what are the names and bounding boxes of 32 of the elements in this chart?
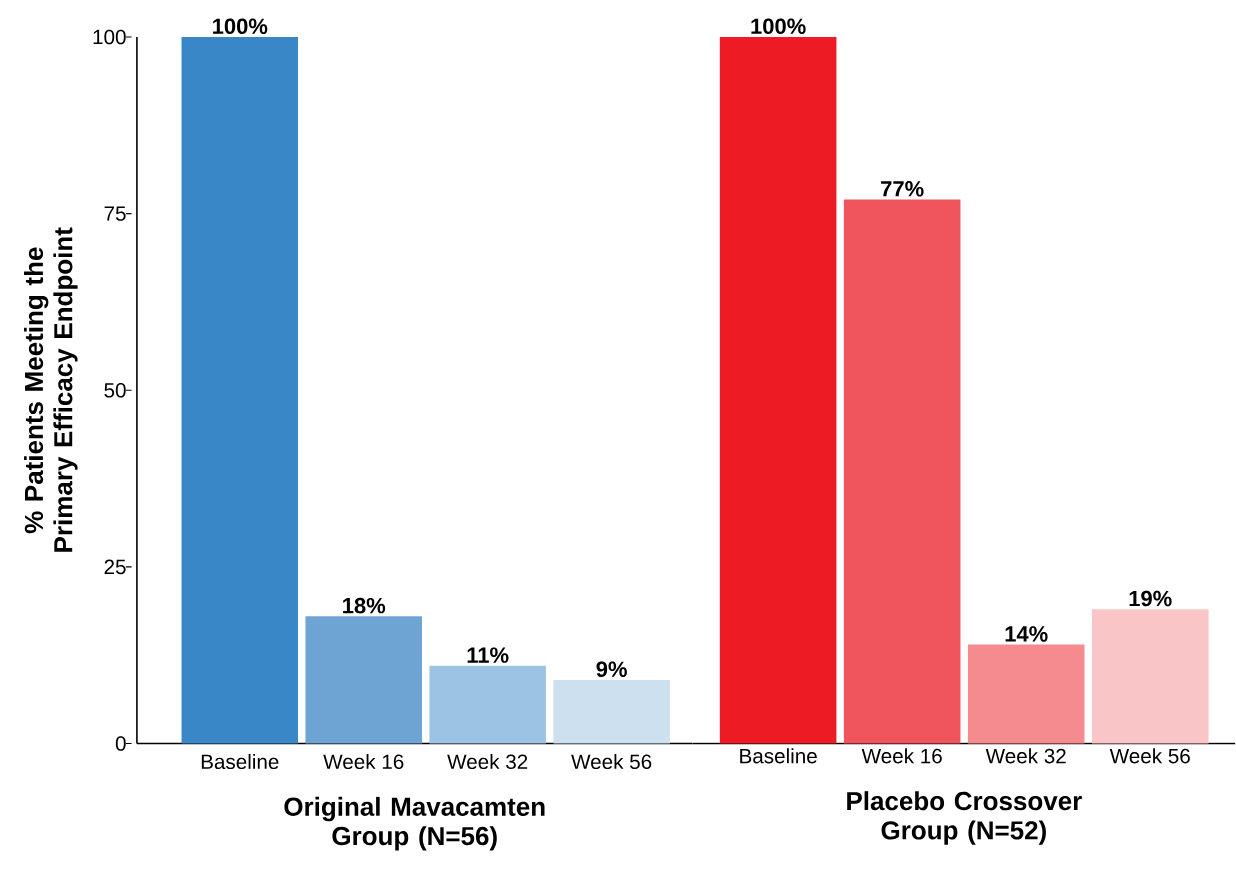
x-tick-label: Week 32	[985, 748, 1066, 764]
data-label: 19%	[1129, 590, 1172, 607]
bar	[719, 36, 837, 744]
data-label: 9%	[596, 661, 627, 677]
x-tick-label: Week 32	[447, 753, 528, 769]
bar	[1091, 609, 1209, 744]
y-tick-label: 50	[104, 382, 126, 398]
data-label: 77%	[881, 180, 924, 197]
y-tick-label: 100	[93, 29, 126, 45]
x-tick-label: Week 16	[323, 753, 404, 769]
data-label: 11%	[467, 647, 509, 663]
bar	[181, 36, 299, 744]
x-tick-label: Week 16	[861, 748, 942, 764]
bar	[553, 679, 670, 744]
data-label: 100%	[751, 18, 806, 34]
x-axis-title: Original Mavacamten Group (N=56)	[284, 796, 545, 851]
x-tick-label: Week 56	[1109, 748, 1190, 764]
y-tick-label: 75	[104, 206, 126, 221]
data-label: 100%	[213, 18, 268, 34]
bar	[967, 644, 1085, 744]
y-tick-label: 0	[115, 735, 126, 751]
y-axis-title: % Patients Meeting the Primary Efficacy Endpoint	[24, 227, 78, 552]
data-label: 18%	[343, 597, 386, 614]
y-tick-label: 25	[104, 559, 126, 574]
x-tick-label: Baseline	[740, 748, 817, 764]
bar	[843, 199, 961, 744]
data-label: 14%	[1005, 625, 1048, 642]
bar	[305, 616, 422, 744]
x-tick-label: Baseline	[201, 753, 279, 769]
x-axis-title: Placebo Crossover Group (N=52)	[847, 790, 1082, 845]
bar	[429, 665, 546, 744]
x-tick-label: Week 56	[571, 753, 652, 769]
